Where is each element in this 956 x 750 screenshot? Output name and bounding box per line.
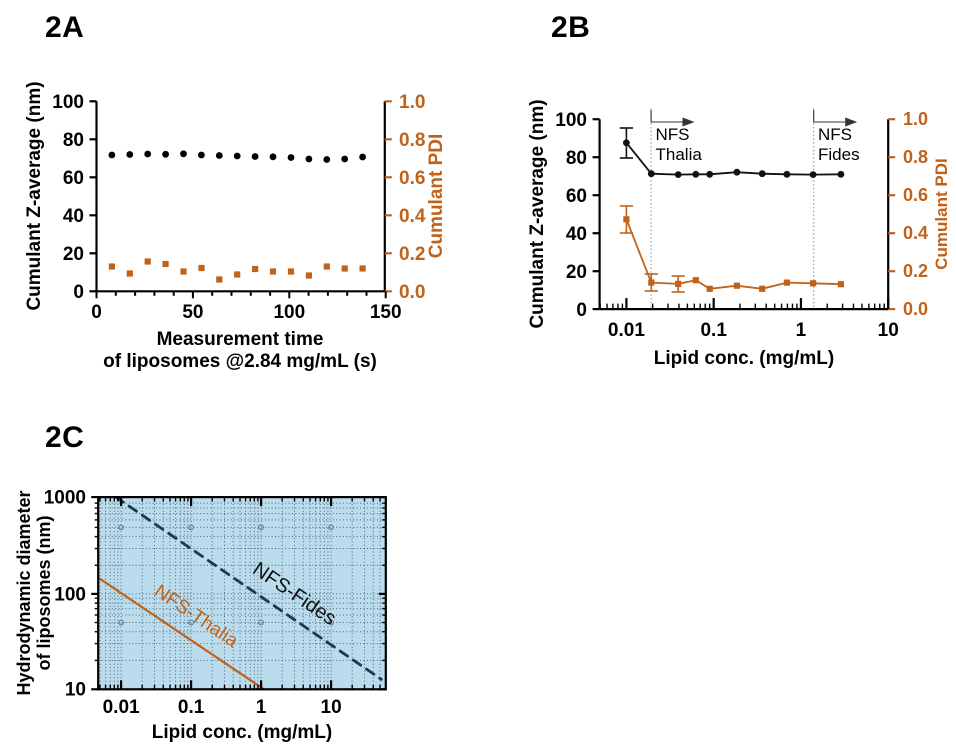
svg-text:0.01: 0.01 (608, 320, 645, 341)
svg-text:Measurement time: Measurement time (157, 329, 324, 350)
svg-text:0.2: 0.2 (903, 261, 928, 281)
svg-text:0.2: 0.2 (399, 244, 425, 265)
svg-text:0: 0 (576, 300, 587, 321)
svg-text:40: 40 (63, 206, 84, 227)
svg-text:100: 100 (54, 584, 86, 605)
svg-text:50: 50 (182, 302, 203, 323)
svg-text:0.4: 0.4 (903, 223, 928, 243)
svg-text:10: 10 (65, 680, 86, 701)
svg-text:0: 0 (73, 282, 84, 303)
svg-text:1: 1 (796, 320, 807, 341)
svg-text:0.4: 0.4 (399, 206, 426, 227)
svg-text:0.1: 0.1 (178, 697, 205, 718)
svg-text:1.0: 1.0 (399, 92, 425, 113)
svg-text:150: 150 (370, 302, 402, 323)
svg-text:100: 100 (273, 302, 305, 323)
svg-text:0.1: 0.1 (700, 320, 727, 341)
svg-text:1: 1 (256, 697, 267, 718)
svg-text:Thalia: Thalia (656, 145, 703, 164)
svg-text:0.01: 0.01 (103, 697, 140, 718)
svg-text:Lipid conc. (mg/mL): Lipid conc. (mg/mL) (152, 722, 333, 743)
svg-text:80: 80 (566, 148, 587, 169)
svg-text:60: 60 (566, 186, 587, 207)
svg-text:Hydrodynamic diameter: Hydrodynamic diameter (14, 490, 34, 695)
svg-text:Cumulant Z-average (nm): Cumulant Z-average (nm) (24, 81, 45, 310)
svg-text:of liposomes @2.84 mg/mL (s): of liposomes @2.84 mg/mL (s) (103, 351, 377, 372)
svg-text:Cumulant PDI: Cumulant PDI (932, 158, 951, 269)
svg-text:100: 100 (52, 92, 84, 113)
svg-text:10: 10 (878, 320, 899, 341)
svg-text:0.8: 0.8 (399, 130, 425, 151)
svg-text:Lipid conc. (mg/mL): Lipid conc. (mg/mL) (654, 348, 835, 369)
svg-text:100: 100 (555, 110, 587, 131)
svg-text:Cumulant Z-average (nm): Cumulant Z-average (nm) (527, 99, 548, 328)
svg-text:0.6: 0.6 (903, 185, 928, 205)
svg-text:0.0: 0.0 (903, 299, 928, 319)
svg-text:0.0: 0.0 (399, 282, 425, 303)
svg-text:NFS: NFS (818, 125, 852, 144)
svg-text:1000: 1000 (44, 488, 86, 509)
svg-text:10: 10 (321, 697, 342, 718)
svg-text:20: 20 (566, 262, 587, 283)
svg-text:Cumulant PDI: Cumulant PDI (426, 134, 447, 259)
svg-text:0.8: 0.8 (903, 147, 928, 167)
svg-text:Fides: Fides (818, 145, 860, 164)
svg-text:80: 80 (63, 130, 84, 151)
svg-text:1.0: 1.0 (903, 109, 928, 129)
svg-text:0.6: 0.6 (399, 168, 425, 189)
svg-text:20: 20 (63, 244, 84, 265)
svg-text:of liposomes (nm): of liposomes (nm) (34, 515, 54, 670)
svg-text:40: 40 (566, 224, 587, 245)
svg-text:NFS: NFS (656, 125, 690, 144)
svg-text:60: 60 (63, 168, 84, 189)
svg-text:0: 0 (91, 302, 102, 323)
